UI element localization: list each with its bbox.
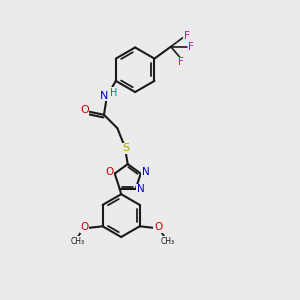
Text: S: S [123, 143, 130, 153]
Text: F: F [184, 31, 190, 41]
Text: O: O [106, 167, 114, 177]
Text: CH₃: CH₃ [160, 237, 174, 246]
Text: H: H [110, 88, 117, 98]
Text: F: F [178, 58, 184, 68]
Text: O: O [80, 105, 89, 115]
Text: F: F [188, 42, 194, 52]
Text: CH₃: CH₃ [71, 237, 85, 246]
Text: N: N [137, 184, 145, 194]
Text: O: O [80, 222, 88, 232]
Text: N: N [100, 91, 108, 101]
Text: O: O [154, 222, 162, 232]
Text: N: N [142, 167, 150, 177]
